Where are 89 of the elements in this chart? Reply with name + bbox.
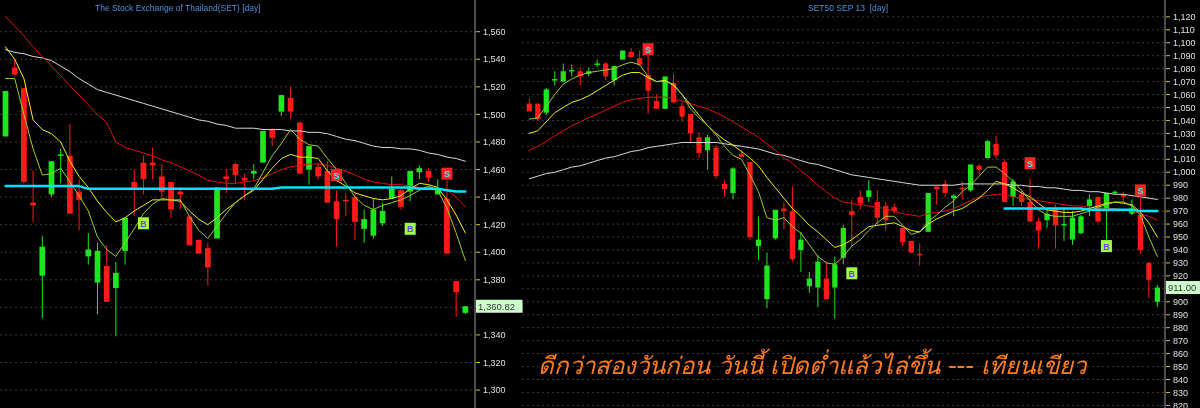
y-tick-label: 1,520 [483,81,506,92]
y-tick-label: 1,420 [483,219,506,230]
y-tick-label: 980 [1173,193,1189,204]
y-tick-label: 1,000 [1173,167,1196,178]
candlestick [241,173,248,201]
candlestick [85,232,92,266]
y-tick-label: 1,090 [1173,50,1196,61]
y-tick-label: 1,060 [1173,89,1196,100]
data-label: S [645,44,652,55]
candlestick [696,131,702,159]
y-tick-label: 1,560 [483,26,506,37]
y-tick-label: 1,400 [483,247,506,258]
y-tick-label: 1,110 [1173,24,1195,35]
y-tick-label: 1,320 [483,357,506,368]
data-label: B [1103,241,1111,252]
candlestick [798,231,804,273]
annotation: ดีกว่าสองวันก่อน วันนี้ เปิดต่ำแล้วไล่ขึ้น --- เทียนเขียว [538,348,1089,380]
candlestick [560,62,566,83]
y-tick-label: 920 [1173,271,1189,282]
y-tick-label: 900 [1173,296,1189,307]
y-tick-label: 1,010 [1173,154,1196,165]
candlestick [278,94,285,117]
y-tick-label: 950 [1173,232,1189,243]
candlestick [57,148,64,184]
data-label: B [848,268,856,279]
y-tick-label: 840 [1173,374,1189,385]
candlestick [806,271,813,294]
y-tick-label: 850 [1173,361,1189,372]
y-tick-label: 960 [1173,219,1189,230]
y-tick-label: 1,050 [1173,102,1196,113]
text: 911.00 [1168,282,1197,294]
data-label: S [1137,185,1144,196]
candlestick [679,101,685,123]
line-series [5,16,466,208]
y-tick-label: 1,080 [1173,63,1196,74]
y-tick-label: 970 [1173,206,1189,217]
candlestick [113,261,119,337]
y-tick-label: 1,500 [483,109,506,120]
y-tick-label: 1,300 [483,385,506,396]
candlestick [866,179,872,203]
y-tick-label: 1,030 [1173,128,1196,139]
candlestick [1078,214,1084,235]
y-tick-label: 940 [1173,245,1189,256]
candlestick [1154,284,1160,308]
candlestick [204,242,211,286]
y-tick-label: 1,070 [1173,76,1196,87]
candlestick [976,164,982,176]
y-tick-label: 930 [1173,258,1189,269]
y-tick-label: 820 [1173,400,1189,408]
chart-title: SET50 SEP 13 [day] [808,3,889,13]
line-series [5,49,466,162]
candlestick [1146,261,1152,299]
y-tick-label: 1,040 [1173,115,1196,126]
candlestick [687,113,694,145]
text: 1,360.82 [478,300,515,312]
y-tick-label: 1,440 [483,192,506,203]
y-tick-label: 1,480 [483,137,506,148]
data-label: S [1027,158,1034,169]
candlestick [1069,210,1076,246]
y-tick-label: 880 [1173,322,1189,333]
candlestick [1035,217,1042,250]
candlestick [849,198,855,247]
y-tick-label: 1,120 [1173,11,1196,22]
candlestick [223,169,230,194]
chart-title: The Stock Exchange of Thailand(SET) [day] [95,3,261,13]
y-tick-label: 860 [1173,348,1189,359]
y-tick-label: 1,100 [1173,37,1196,48]
candlestick [361,209,368,244]
candlestick [131,169,138,217]
y-tick-label: 1,340 [483,330,506,341]
y-tick-label: 870 [1173,335,1189,346]
candlestick [453,280,459,318]
candlestick [993,135,999,160]
data-label: S [333,170,340,181]
candlestick [159,163,165,198]
candlestick [1086,193,1093,217]
data-label: B [406,224,414,235]
data-label: S [443,169,450,180]
y-tick-label: 1,540 [483,54,506,65]
candlestick [832,255,838,320]
y-tick-label: 830 [1173,387,1189,398]
y-tick-label: 1,380 [483,274,506,285]
line-series [5,46,466,234]
line-series [5,78,466,262]
data-label: B [140,218,148,229]
y-tick-label: 1,020 [1173,141,1196,152]
y-tick-label: 890 [1173,309,1189,320]
y-tick-label: 1,460 [483,164,506,175]
y-tick-label: 990 [1173,180,1189,191]
